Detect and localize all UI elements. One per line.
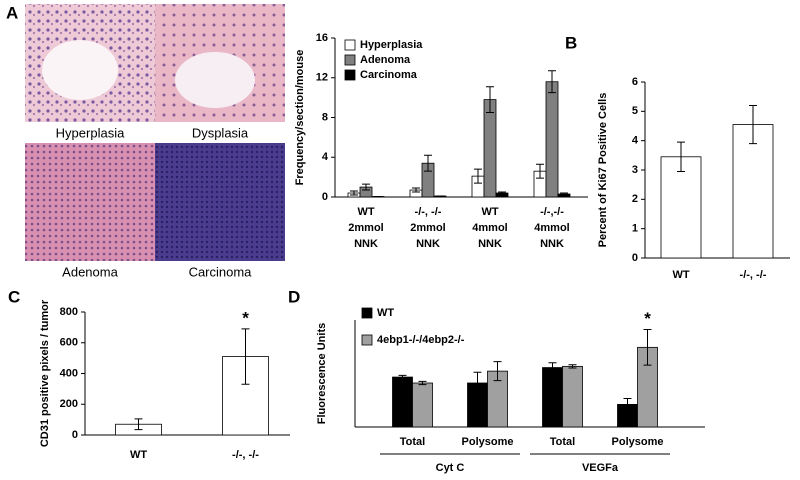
bar xyxy=(732,124,774,259)
error-bar xyxy=(412,187,420,193)
x-tick-label: 2mmol xyxy=(410,222,445,234)
bar xyxy=(392,376,413,428)
y-tick-label: 3 xyxy=(632,164,638,176)
bar xyxy=(660,156,702,259)
x-tick-label: NNK xyxy=(540,238,564,250)
error-bar xyxy=(536,163,544,179)
legend-label: Hyperplasia xyxy=(360,39,423,51)
x-tick-label: Polysome xyxy=(462,436,514,448)
image-caption: Carcinoma xyxy=(189,264,253,279)
error-bar xyxy=(568,364,577,369)
y-axis-label: Fluorescence Units xyxy=(316,323,328,424)
panel-label: A xyxy=(6,3,18,22)
y-tick-label: 6 xyxy=(632,76,638,88)
error-bar xyxy=(548,70,556,94)
y-tick-label: 5 xyxy=(632,105,638,117)
x-tick-label: 4mmol xyxy=(472,222,507,234)
error-bar xyxy=(749,104,757,145)
annotation: * xyxy=(242,308,249,327)
error-bar xyxy=(424,154,432,172)
y-tick-label: 0 xyxy=(322,191,328,203)
y-axis-label: Frequency/section/mouse xyxy=(294,50,306,186)
error-bar xyxy=(418,380,427,386)
x-tick-label: -/-, -/- xyxy=(232,449,259,461)
y-tick-label: 12 xyxy=(316,72,328,84)
y-tick-label: 200 xyxy=(60,398,78,410)
x-tick-label: WT xyxy=(130,449,147,461)
x-tick-label: -/-, -/- xyxy=(415,206,442,218)
error-bar xyxy=(498,191,506,195)
error-bar xyxy=(362,183,370,191)
legend-label: 4ebp1-/-/4ebp2-/- xyxy=(377,334,465,346)
y-tick-label: 4 xyxy=(322,151,329,163)
x-tick-label: NNK xyxy=(478,238,502,250)
legend-label: WT xyxy=(377,307,394,319)
error-bar xyxy=(241,328,250,385)
error-bar xyxy=(398,374,407,380)
y-axis-label: Percent of Ki67 Positive Cells xyxy=(597,93,609,248)
legend-swatch xyxy=(344,69,356,81)
error-bar xyxy=(643,329,652,366)
bar xyxy=(562,365,583,428)
legend-swatch xyxy=(361,334,373,346)
legend-label: Adenoma xyxy=(360,54,411,66)
bar xyxy=(412,382,433,428)
y-axis-label: CD31 positive pixels / tumor xyxy=(39,299,51,447)
image-caption: Dysplasia xyxy=(192,125,249,140)
x-tick-label: Total xyxy=(400,436,425,448)
error-bar xyxy=(560,192,568,196)
micrographs: Hyperplasia Dysplasia Adenoma Carcinoma xyxy=(25,4,285,279)
x-tick-label: Total xyxy=(550,436,575,448)
bar xyxy=(483,99,497,198)
y-tick-label: 1 xyxy=(632,223,638,235)
y-tick-label: 400 xyxy=(60,367,78,379)
error-bar xyxy=(493,361,502,382)
panel-label: B xyxy=(565,33,577,52)
error-bar xyxy=(473,371,482,395)
legend-label: Carcinoma xyxy=(360,69,418,81)
lumen xyxy=(42,40,118,100)
error-bar xyxy=(486,86,494,114)
y-tick-label: 16 xyxy=(316,32,328,44)
group-label: VEGFa xyxy=(582,462,619,474)
x-tick-label: 4mmol xyxy=(534,222,569,234)
error-bar xyxy=(677,141,685,172)
x-tick-label: -/-, -/- xyxy=(740,269,767,281)
bar xyxy=(542,367,563,428)
annotation: * xyxy=(644,309,651,328)
image-caption: Hyperplasia xyxy=(56,125,125,140)
y-tick-label: 0 xyxy=(632,252,638,264)
x-tick-label: WT xyxy=(481,206,498,218)
y-tick-label: 8 xyxy=(322,111,328,123)
legend-swatch xyxy=(344,39,356,51)
group-label: Cyt C xyxy=(436,462,465,474)
y-tick-label: 800 xyxy=(60,306,78,318)
panel-label: D xyxy=(288,287,300,306)
y-tick-label: 2 xyxy=(632,193,638,205)
bar xyxy=(545,81,559,198)
legend-swatch xyxy=(361,307,373,319)
x-tick-label: -/-,-/- xyxy=(540,206,564,218)
x-tick-label: WT xyxy=(357,206,374,218)
x-tick-label: WT xyxy=(672,269,689,281)
error-bar xyxy=(474,168,482,184)
error-bar xyxy=(134,418,143,431)
x-tick-label: 2mmol xyxy=(348,222,383,234)
y-tick-label: 4 xyxy=(632,135,639,147)
error-bar xyxy=(623,397,632,411)
micrograph xyxy=(25,143,155,261)
image-caption: Adenoma xyxy=(62,264,118,279)
x-tick-label: Polysome xyxy=(612,436,664,448)
error-bar xyxy=(548,362,557,373)
x-tick-label: NNK xyxy=(354,238,378,250)
legend-swatch xyxy=(344,54,356,66)
y-tick-label: 0 xyxy=(72,429,78,441)
panel-label: C xyxy=(8,287,20,306)
micrograph xyxy=(155,143,285,261)
x-tick-label: NNK xyxy=(416,238,440,250)
lumen xyxy=(175,52,255,108)
error-bar xyxy=(350,190,358,196)
y-tick-label: 600 xyxy=(60,337,78,349)
